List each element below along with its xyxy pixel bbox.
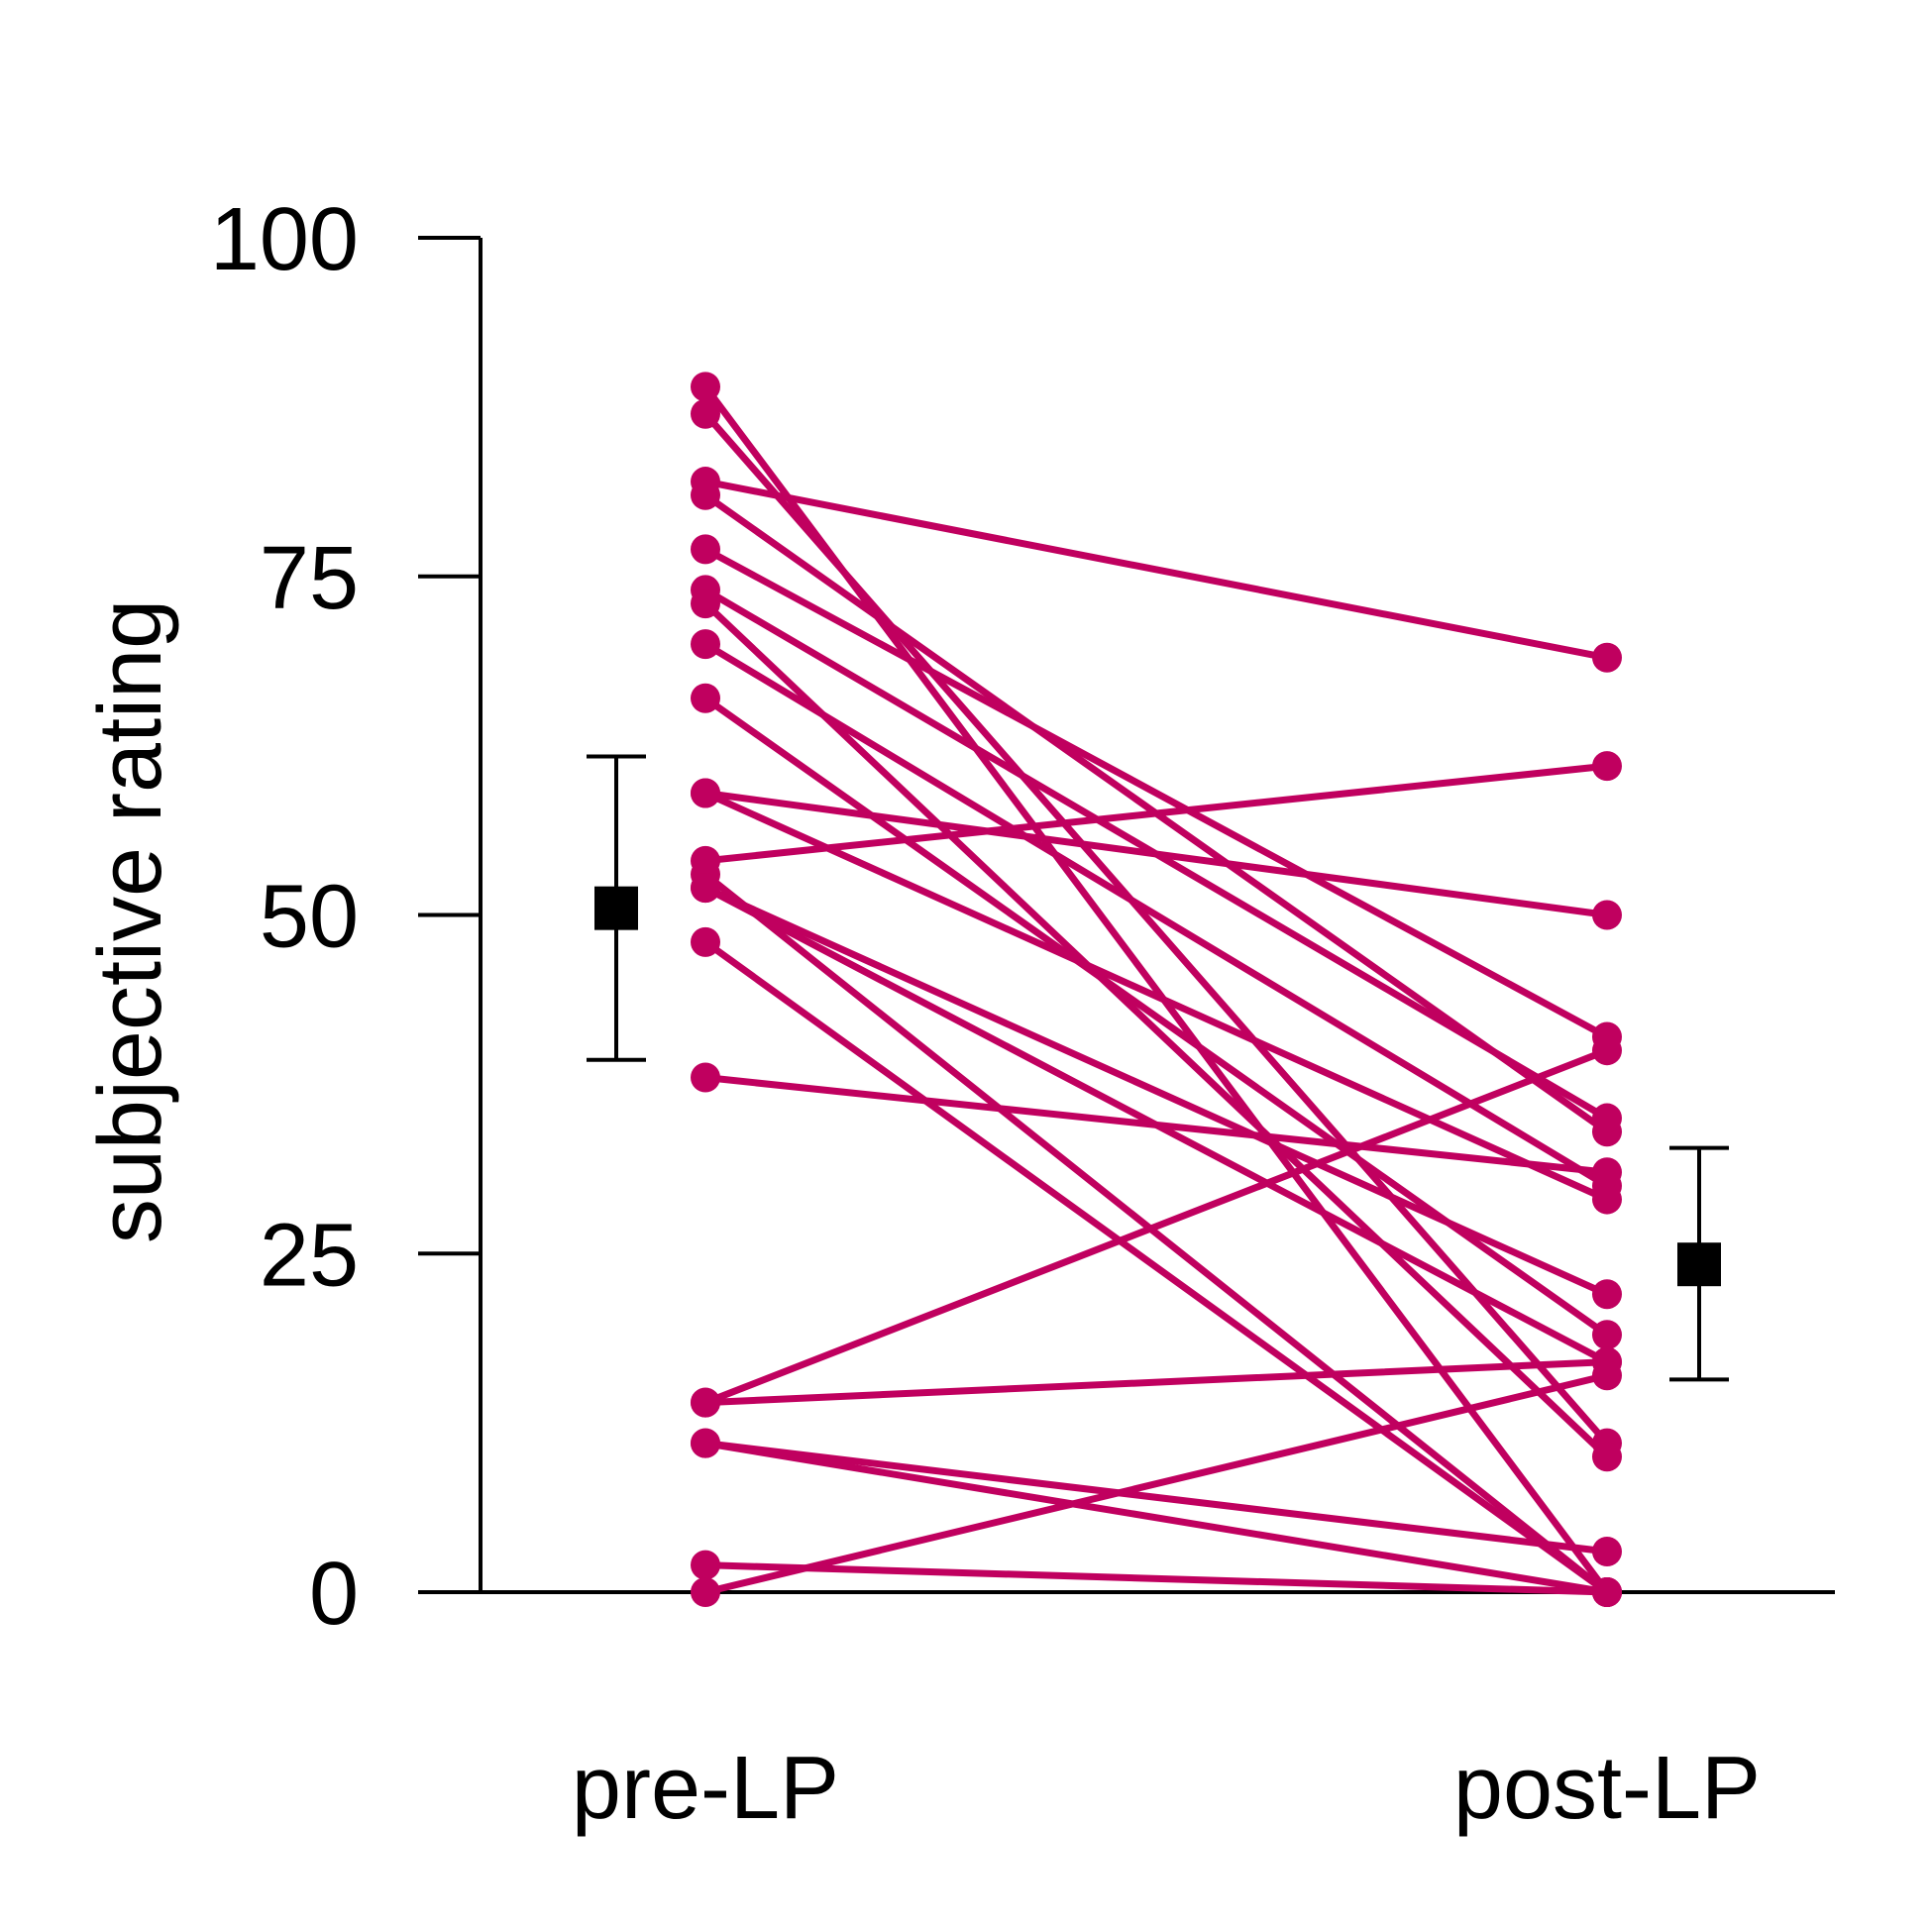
mean-marker <box>594 886 638 930</box>
subject-line <box>701 762 1611 865</box>
pre-point <box>691 480 720 510</box>
post-point <box>1592 1103 1622 1133</box>
subject-line <box>701 1440 1611 1596</box>
post-point <box>1592 1442 1622 1472</box>
pre-point <box>691 683 720 713</box>
post-point <box>1592 751 1622 782</box>
subject-points <box>691 372 1622 1607</box>
y-axis-title: subjective rating <box>81 599 180 1243</box>
pre-point <box>691 398 720 429</box>
y-ticks: 0 25 50 75 100 <box>210 190 481 1644</box>
subject-line <box>701 884 1611 1298</box>
post-point <box>1592 1157 1622 1188</box>
subject-line <box>701 599 1611 1460</box>
subject-line <box>701 640 1611 1190</box>
category-labels: pre-LP post-LP <box>572 1739 1761 1838</box>
post-point <box>1592 1536 1622 1566</box>
post-point <box>1592 1035 1622 1066</box>
category-label-post: post-LP <box>1453 1739 1761 1838</box>
subject-line <box>701 1046 1611 1407</box>
subject-line <box>701 545 1611 1041</box>
y-tick-label: 0 <box>309 1545 359 1644</box>
post-point <box>1592 900 1622 930</box>
subject-lines <box>701 382 1611 1596</box>
subject-line <box>701 938 1611 1596</box>
post-point <box>1592 1360 1622 1391</box>
pre-point <box>691 778 720 808</box>
y-tick-label: 100 <box>210 190 359 289</box>
pre-point <box>691 873 720 904</box>
category-label-pre: pre-LP <box>572 1739 839 1838</box>
subject-line <box>701 789 1611 1204</box>
subject-line <box>701 1440 1611 1556</box>
y-tick-label: 25 <box>260 1206 359 1305</box>
pre-point <box>691 629 720 660</box>
post-point <box>1592 1577 1622 1607</box>
mean-marker <box>1677 1242 1721 1287</box>
post-point <box>1592 1279 1622 1310</box>
subject-line <box>701 870 1611 1596</box>
subject-line <box>701 478 1611 662</box>
subject-line <box>701 1358 1611 1407</box>
pre-point <box>691 1550 720 1580</box>
pre-point <box>691 534 720 565</box>
pre-point <box>691 1577 720 1607</box>
subject-line <box>701 1371 1611 1596</box>
pre-point <box>691 372 720 402</box>
subject-line <box>701 410 1611 1448</box>
subject-line <box>701 1074 1611 1176</box>
post-point <box>1592 1184 1622 1215</box>
summary-markers <box>587 754 1729 1382</box>
subject-line <box>701 789 1611 918</box>
subject-line <box>701 1561 1611 1596</box>
pre-point <box>691 589 720 619</box>
pre-point <box>691 1062 720 1093</box>
post-point <box>1592 642 1622 673</box>
pre-point <box>691 1387 720 1418</box>
pre-point <box>691 1428 720 1458</box>
axes: 0 25 50 75 100 <box>210 190 1835 1644</box>
post-point <box>1592 1320 1622 1350</box>
y-tick-label: 50 <box>260 868 359 967</box>
pre-point <box>691 926 720 957</box>
y-tick-label: 75 <box>260 529 359 628</box>
